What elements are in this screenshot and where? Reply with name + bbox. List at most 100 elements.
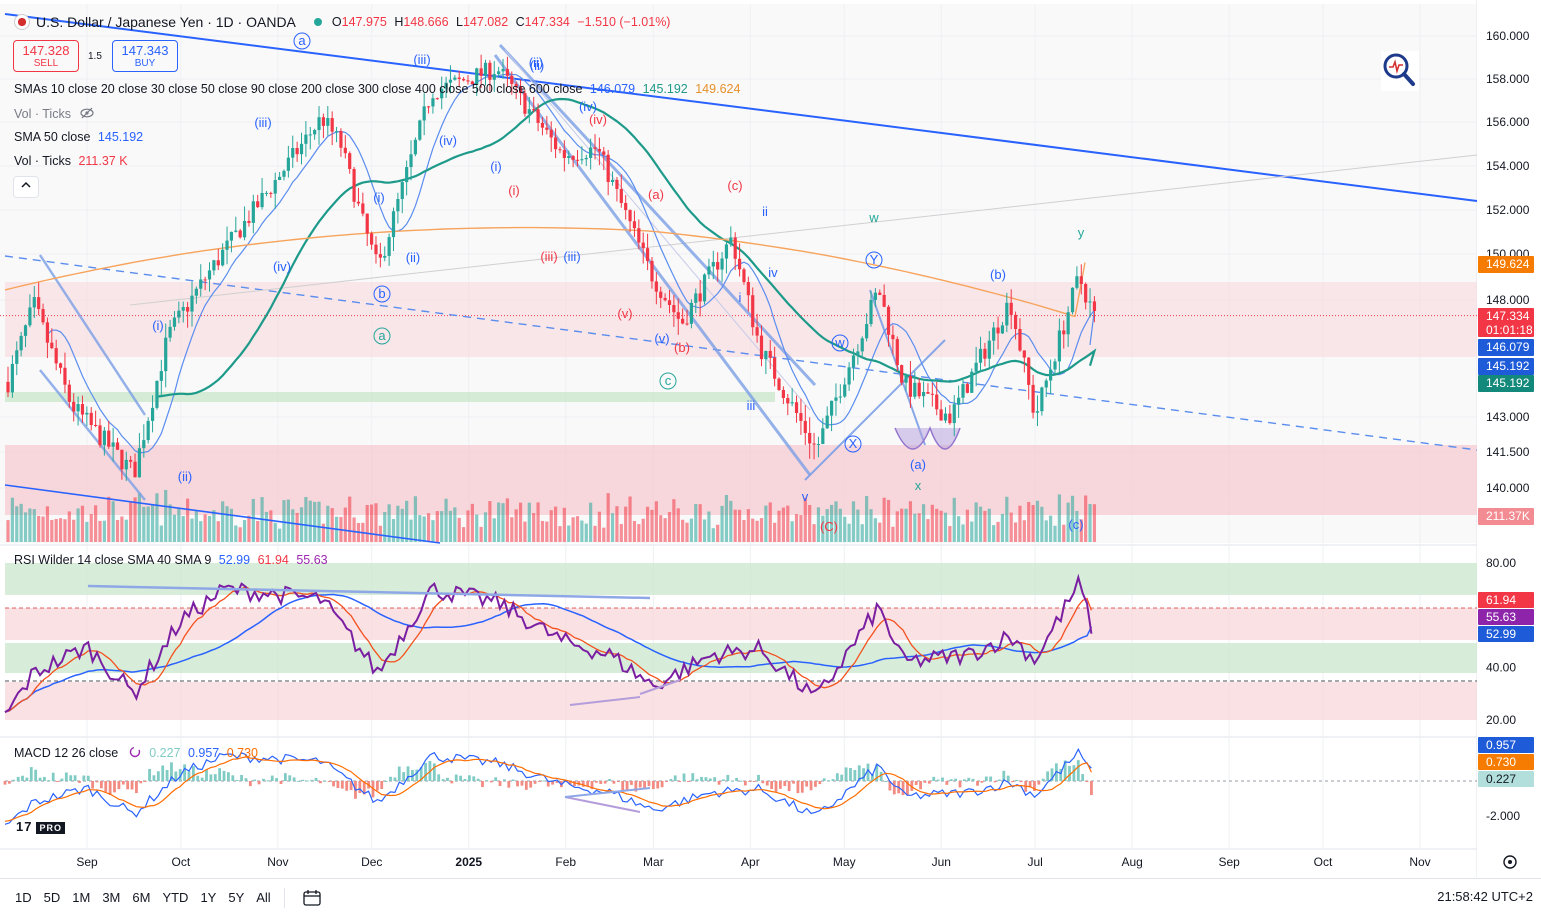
macd-histogram-bar	[1081, 774, 1085, 781]
candle-body	[886, 306, 891, 335]
macd-histogram-bar	[196, 775, 200, 781]
candle-body	[291, 147, 295, 158]
candle-body	[256, 201, 260, 208]
range-6m[interactable]: 6M	[132, 890, 151, 905]
range-1m[interactable]: 1M	[72, 890, 91, 905]
volume-bar	[431, 520, 435, 542]
price-tick-label: 160.000	[1486, 29, 1530, 43]
candle-body	[873, 292, 877, 300]
candle-body	[1005, 302, 1009, 326]
sma50-legend-value: 145.192	[97, 130, 144, 144]
candle-body	[15, 350, 19, 364]
volume-legend-hidden[interactable]: Vol · Ticks	[14, 107, 95, 121]
range-ytd[interactable]: YTD	[162, 890, 189, 905]
buy-button[interactable]: 147.343 BUY	[112, 40, 178, 72]
range-1y[interactable]: 1Y	[200, 890, 217, 905]
price-tick-label: 148.000	[1486, 293, 1530, 307]
volume-bar	[908, 501, 913, 542]
volume-bar	[365, 505, 369, 542]
macd-histogram-bar	[998, 779, 1001, 781]
macd-histogram-bar	[472, 776, 476, 781]
volume-bar	[812, 524, 816, 542]
macd-tick-label: -2.000	[1486, 809, 1520, 823]
volume-bar	[843, 516, 847, 542]
volume-bar	[606, 493, 610, 542]
candle-body	[948, 413, 952, 424]
macd-histogram-bar	[673, 775, 677, 781]
candle-body	[987, 340, 991, 359]
lower-trendline	[4, 484, 441, 544]
volume-bar	[786, 505, 790, 542]
volume-bar	[1013, 522, 1018, 542]
sma50-badge	[1478, 358, 1534, 375]
wave-label: (c)	[1068, 517, 1083, 532]
channel-line	[39, 369, 146, 501]
candle-body	[168, 326, 172, 338]
macd-histogram-bar	[288, 775, 292, 781]
collapse-legend-button[interactable]	[13, 176, 39, 198]
volume-bar	[895, 511, 899, 542]
range-1d[interactable]: 1D	[15, 890, 32, 905]
macd-histogram-bar	[292, 777, 296, 781]
tradingview-logo[interactable]: 17 PRO	[16, 819, 65, 834]
calendar-icon[interactable]	[301, 889, 323, 907]
volume-bar	[685, 522, 689, 542]
volume-bar	[111, 501, 115, 542]
settings-icon[interactable]	[1503, 855, 1517, 869]
volume-legend[interactable]: Vol · Ticks 211.37 K	[14, 154, 128, 168]
macd-histogram-badge	[1478, 771, 1534, 787]
volume-bar	[610, 513, 615, 542]
rsi-tick-label: 20.00	[1486, 713, 1516, 727]
volume-bar	[1066, 502, 1070, 542]
range-5d[interactable]: 5D	[43, 890, 61, 905]
candle-body	[1057, 330, 1061, 362]
sma-fast-badge	[1478, 339, 1534, 356]
wave-label: (ii)	[530, 58, 544, 73]
candle-body	[142, 440, 146, 449]
volume-bar	[164, 489, 168, 542]
candle-body	[974, 362, 978, 372]
volume-bar	[773, 522, 777, 542]
volume-bar	[615, 506, 619, 542]
volume-bar	[291, 509, 295, 542]
candle-body	[58, 363, 63, 368]
volume-bar	[676, 508, 680, 542]
macd-histogram-bar	[301, 779, 305, 781]
eye-off-icon[interactable]	[80, 107, 95, 119]
clock[interactable]: 21:58:42 UTC+2	[1437, 889, 1533, 904]
range-all[interactable]: All	[256, 890, 271, 905]
symbol-header[interactable]: U.S. Dollar / Japanese Yen · 1D · OANDA …	[14, 10, 670, 34]
volume-legend-value: 211.37 K	[78, 154, 128, 168]
macd-histogram-bar	[704, 777, 708, 781]
volume-bar	[413, 496, 418, 542]
sma50-legend[interactable]: SMA 50 close 145.192	[14, 130, 143, 144]
sell-button[interactable]: 147.328 SELL	[13, 40, 79, 72]
wave-label: (ii)	[178, 469, 192, 484]
macd-legend-label: MACD 12 26 close	[14, 746, 119, 760]
volume-legend-label-2: Vol · Ticks	[14, 154, 71, 168]
rsi-line	[4, 573, 1093, 713]
smas-legend[interactable]: SMAs 10 close 20 close 30 close 50 close…	[14, 82, 740, 96]
symbol-title[interactable]: U.S. Dollar / Japanese Yen · 1D · OANDA	[36, 14, 296, 30]
candle-body	[702, 274, 707, 302]
refresh-icon[interactable]	[128, 746, 142, 758]
candle-body	[107, 430, 111, 447]
wave-label: w	[834, 335, 845, 350]
volume-bar	[32, 509, 36, 542]
zoom-button[interactable]	[1381, 51, 1419, 91]
spread-value: 1.5	[88, 51, 102, 62]
candle-body	[6, 381, 10, 393]
range-3m[interactable]: 3M	[102, 890, 121, 905]
volume-bar	[781, 507, 785, 542]
macd-histogram-bar	[984, 776, 988, 781]
candle-body	[67, 384, 71, 402]
macd-histogram-bar	[660, 781, 664, 788]
macd-histogram-bar	[248, 781, 252, 787]
range-5y[interactable]: 5Y	[228, 890, 245, 905]
rsi-legend[interactable]: RSI Wilder 14 close SMA 40 SMA 9 52.99 6…	[14, 553, 328, 567]
rsi-badge	[1478, 626, 1534, 642]
wave-label: X	[849, 436, 858, 451]
macd-legend[interactable]: MACD 12 26 close 0.227 0.957 0.730	[14, 746, 258, 760]
